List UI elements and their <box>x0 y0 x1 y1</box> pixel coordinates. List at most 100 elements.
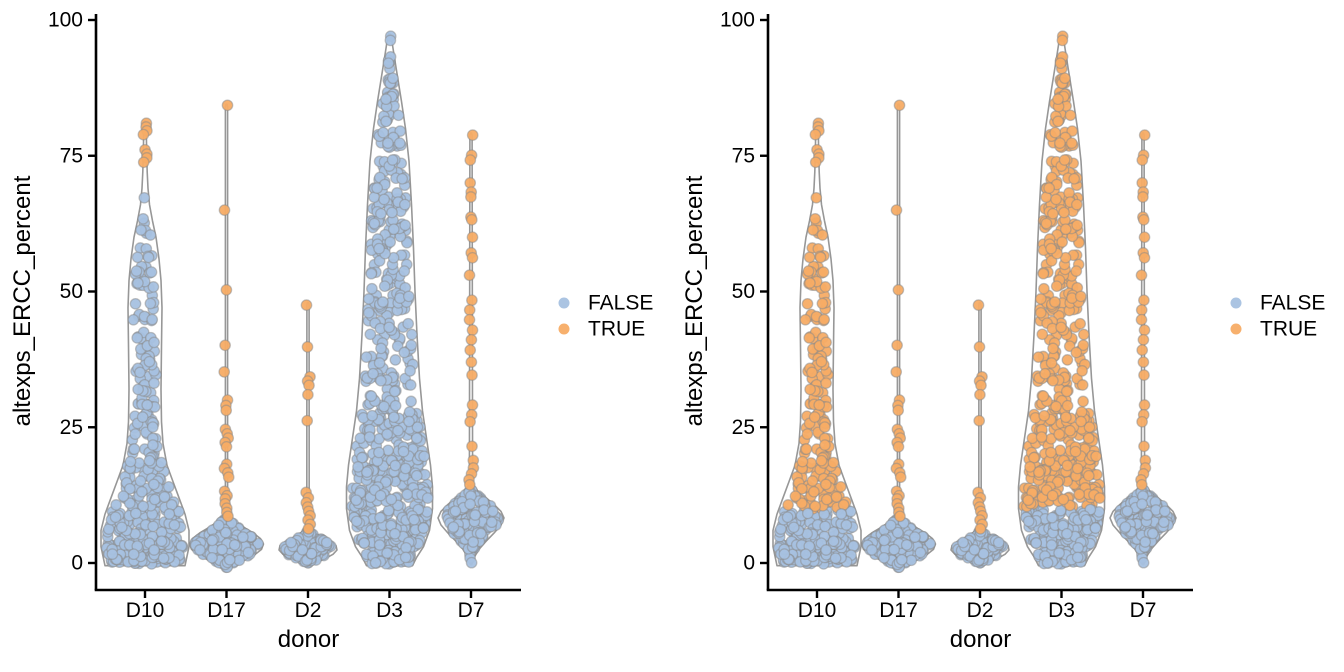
data-point <box>1056 236 1069 248</box>
data-point <box>891 339 903 352</box>
data-point <box>1090 450 1102 463</box>
data-point <box>1135 304 1148 316</box>
data-point <box>285 536 297 549</box>
data-point <box>1045 539 1058 551</box>
legend-left: FALSE TRUE <box>558 292 653 341</box>
data-point <box>819 520 831 533</box>
data-point <box>404 365 416 377</box>
data-point <box>147 281 160 293</box>
data-point <box>393 137 406 149</box>
data-point <box>809 500 822 513</box>
data-point <box>1034 306 1047 319</box>
data-point <box>813 399 826 411</box>
data-point <box>801 507 814 520</box>
data-point <box>388 385 401 398</box>
data-point <box>228 539 241 551</box>
data-point <box>1033 466 1045 478</box>
points-left-D17 <box>189 99 264 574</box>
data-point <box>1138 324 1151 336</box>
data-point <box>1141 509 1154 521</box>
data-point <box>909 531 921 543</box>
data-point <box>1077 395 1089 408</box>
data-point <box>1061 527 1073 540</box>
data-point <box>369 556 382 569</box>
data-point <box>878 534 891 547</box>
data-point <box>810 191 823 204</box>
data-point <box>163 508 176 520</box>
data-point <box>957 536 969 549</box>
data-point <box>1045 446 1057 459</box>
data-point <box>131 251 144 264</box>
data-point <box>1038 282 1050 295</box>
data-point <box>237 531 249 543</box>
data-point <box>155 456 168 469</box>
data-point <box>1058 154 1071 166</box>
data-point <box>806 475 819 487</box>
data-point <box>463 304 476 316</box>
data-point <box>1032 351 1045 363</box>
data-point <box>1137 213 1150 226</box>
data-point <box>796 482 808 495</box>
data-point <box>1071 462 1084 475</box>
data-point <box>1050 400 1062 413</box>
points-right-D3 <box>1018 30 1106 570</box>
data-point <box>320 536 333 549</box>
data-point <box>1093 492 1106 504</box>
legend-label-true: TRUE <box>1260 318 1317 341</box>
data-point <box>148 336 160 349</box>
data-point <box>381 428 394 441</box>
data-point <box>789 490 802 503</box>
data-point <box>892 284 905 296</box>
data-point <box>1136 344 1149 356</box>
data-point <box>809 156 822 169</box>
data-point <box>799 313 812 326</box>
data-point <box>485 516 498 529</box>
data-point <box>350 494 363 507</box>
data-point <box>1074 317 1087 330</box>
data-point <box>222 471 235 484</box>
data-point <box>129 428 142 440</box>
data-point <box>158 491 171 503</box>
points-right-D10 <box>772 117 861 570</box>
data-point <box>399 462 412 475</box>
data-point <box>1077 328 1090 341</box>
data-point <box>466 369 478 381</box>
data-point <box>1138 231 1151 244</box>
data-point <box>1059 72 1071 85</box>
data-point <box>817 266 830 278</box>
data-point <box>389 459 402 472</box>
data-point <box>1054 504 1067 517</box>
data-point <box>137 212 150 225</box>
data-point <box>815 454 828 467</box>
data-point <box>1058 206 1070 219</box>
data-point <box>1135 313 1148 326</box>
data-point <box>1045 357 1058 369</box>
data-point <box>380 93 392 106</box>
x-tick-label: D17 <box>879 599 918 622</box>
data-point <box>469 509 482 521</box>
data-point <box>973 414 986 427</box>
data-point <box>109 511 122 524</box>
data-point <box>1076 379 1089 391</box>
data-point <box>373 242 385 255</box>
data-point <box>466 294 478 307</box>
data-point <box>233 554 246 567</box>
data-point <box>1119 521 1132 533</box>
data-point <box>366 409 379 422</box>
data-point <box>137 500 150 513</box>
data-point <box>1061 399 1074 412</box>
data-point <box>375 207 387 220</box>
data-point <box>1080 513 1092 526</box>
data-point <box>220 284 233 296</box>
data-point <box>466 251 479 264</box>
data-point <box>1082 469 1095 482</box>
data-point <box>1050 280 1063 293</box>
data-point <box>1069 445 1082 458</box>
data-point <box>1049 126 1062 139</box>
data-point <box>1060 385 1073 398</box>
data-point <box>405 339 418 352</box>
data-point <box>194 544 206 556</box>
data-point <box>410 469 423 482</box>
data-point <box>145 266 158 278</box>
data-point <box>1035 431 1048 443</box>
